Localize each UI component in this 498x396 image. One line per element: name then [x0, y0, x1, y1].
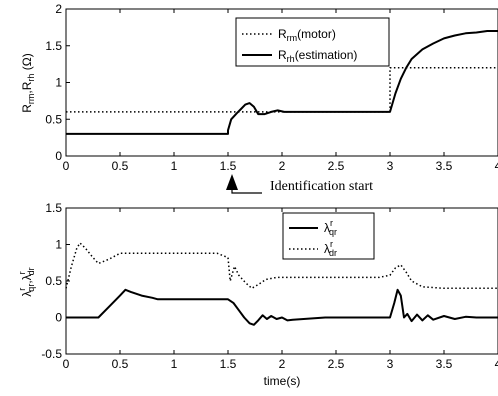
flux-y-tick-label: 0.5 [45, 274, 62, 288]
flux-x-tick-label: 3 [387, 357, 394, 371]
flux-x-tick-label: 4 [495, 357, 498, 371]
resistance-x-tick-label: 2.5 [328, 159, 345, 173]
annotation-arrow-icon [226, 174, 238, 190]
resistance-legend: Rrm(motor) Rrh(estimation) [235, 17, 390, 67]
resistance-x-tick-label: 3 [387, 159, 394, 173]
flux-y-axis-label: λrqr,λrdr [17, 267, 36, 296]
flux-legend: λr qr λr dr [282, 212, 375, 260]
flux-x-tick-label: 1 [171, 357, 178, 371]
resistance-ticks: 0 0.5 1 1.5 2 2.5 3 3.5 4 0 0.5 1 1.5 2 [45, 2, 498, 173]
flux-axes-frame [65, 207, 498, 355]
resistance-x-tick-label: 2 [279, 159, 286, 173]
resistance-y-tick-label: 1 [55, 76, 62, 90]
resistance-x-tick-label: 3.5 [436, 159, 453, 173]
flux-x-axis-label: time(s) [264, 374, 301, 388]
resistance-y-tick-label: 1.5 [45, 39, 62, 53]
flux-ticks: 00.511.522.533.54-0.500.511.5 [41, 201, 498, 371]
flux-y-tick-label: 1 [55, 238, 62, 252]
flux-x-tick-label: 0.5 [112, 357, 129, 371]
resistance-y-tick-label: 2 [55, 2, 62, 16]
resistance-x-tick-label: 0.5 [112, 159, 129, 173]
flux-panel: 00.511.522.533.54-0.500.511.5 λrqr,λrdr … [17, 201, 498, 388]
annotation-text: Identification start [270, 179, 373, 194]
resistance-x-tick-label: 0 [63, 159, 70, 173]
resistance-x-tick-label: 1 [171, 159, 178, 173]
identification-start-annotation: Identification start [226, 174, 373, 194]
flux-x-tick-label: 0 [63, 357, 70, 371]
resistance-y-axis-label: Rrm,Rrh (Ω) [20, 53, 36, 112]
flux-x-tick-label: 1.5 [220, 357, 237, 371]
resistance-series-line-solid [66, 30, 498, 135]
resistance-x-tick-label: 4 [495, 159, 498, 173]
resistance-y-tick-label: 0 [55, 149, 62, 163]
resistance-y-tick-label: 0.5 [45, 112, 62, 126]
flux-y-tick-label: -0.5 [41, 347, 62, 361]
resistance-series [66, 30, 498, 135]
annotation-leader-line [231, 188, 262, 194]
flux-x-tick-label: 3.5 [436, 357, 453, 371]
flux-y-tick-label: 1.5 [45, 201, 62, 215]
flux-series [65, 242, 498, 326]
resistance-panel: 0 0.5 1 1.5 2 2.5 3 3.5 4 0 0.5 1 1.5 2 Rrm,Rrh (Ω) R… [20, 2, 498, 194]
flux-x-tick-label: 2.5 [328, 357, 345, 371]
flux-series-line-dotted [65, 242, 498, 290]
flux-y-tick-label: 0 [55, 311, 62, 325]
flux-series-line-solid [66, 288, 498, 326]
resistance-series-line-dotted [66, 67, 498, 113]
legend-label-estimation: Rrh(estimation) [278, 48, 357, 64]
flux-x-tick-label: 2 [279, 357, 286, 371]
resistance-x-tick-label: 1.5 [220, 159, 237, 173]
